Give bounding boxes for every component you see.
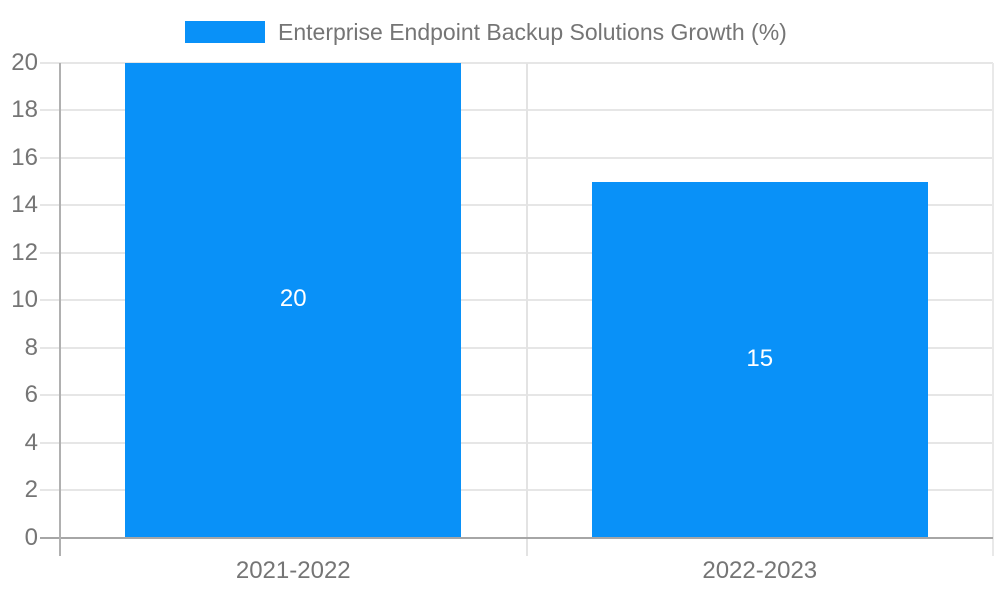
y-axis-tick-label: 12 bbox=[11, 238, 38, 266]
gridline bbox=[40, 62, 993, 64]
plot-right-edge-line bbox=[992, 63, 994, 556]
y-axis-tick-label: 2 bbox=[24, 476, 38, 504]
chart-legend: Enterprise Endpoint Backup Solutions Gro… bbox=[185, 18, 787, 45]
gridline bbox=[40, 204, 993, 207]
bar-value-label: 15 bbox=[746, 344, 774, 372]
gridline bbox=[40, 489, 993, 492]
bar-2021-2022 bbox=[125, 63, 462, 538]
gridline bbox=[40, 109, 993, 112]
gridline bbox=[40, 156, 993, 159]
category-divider-line bbox=[525, 63, 528, 556]
gridline bbox=[40, 299, 993, 302]
y-axis-tick-label: 16 bbox=[11, 143, 38, 171]
y-axis-tick-label: 10 bbox=[11, 286, 38, 314]
x-axis-baseline bbox=[40, 536, 993, 539]
bar-value-label: 20 bbox=[279, 285, 307, 313]
gridline bbox=[40, 346, 993, 349]
y-axis-tick-label: 4 bbox=[24, 428, 38, 456]
gridline bbox=[40, 251, 993, 254]
x-axis-category-label: 2022-2023 bbox=[702, 557, 818, 584]
x-axis-category-label: 2021-2022 bbox=[235, 557, 351, 584]
legend-label: Enterprise Endpoint Backup Solutions Gro… bbox=[278, 18, 787, 45]
y-axis-tick-label: 8 bbox=[24, 333, 38, 361]
y-axis-tick-label: 6 bbox=[24, 381, 38, 409]
y-axis-tick-label: 14 bbox=[11, 191, 38, 219]
legend-swatch bbox=[185, 21, 265, 43]
gridline bbox=[40, 441, 993, 444]
y-axis-line bbox=[59, 63, 61, 556]
bar-2022-2023 bbox=[591, 181, 928, 538]
y-axis-tick-label: 18 bbox=[11, 96, 38, 124]
y-axis-tick-label: 0 bbox=[24, 523, 38, 551]
y-axis-tick-label: 20 bbox=[11, 49, 38, 76]
gridline bbox=[40, 394, 993, 397]
